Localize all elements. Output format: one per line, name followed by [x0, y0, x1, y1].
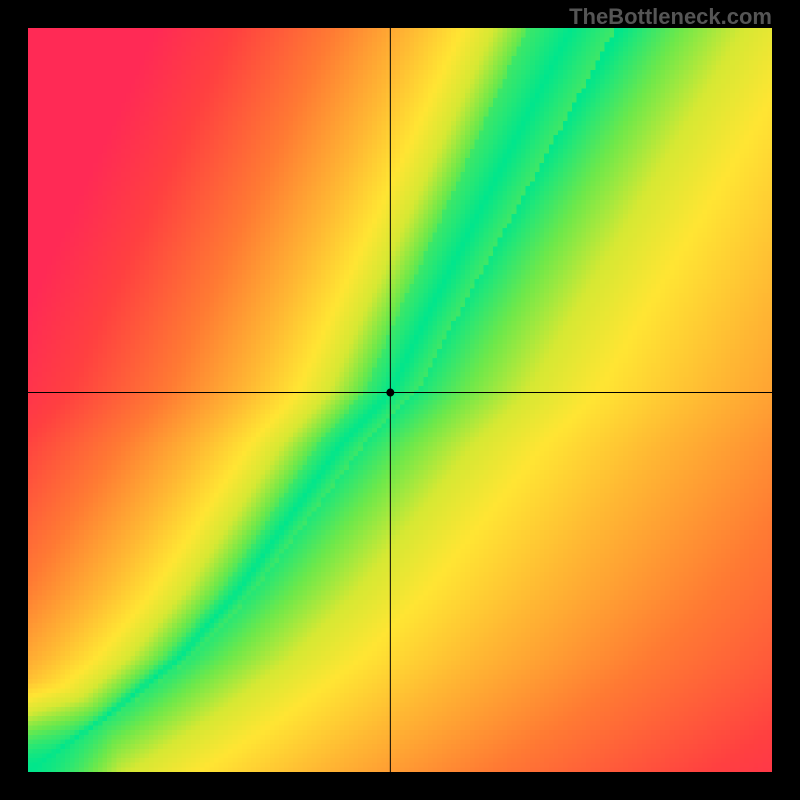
chart-container: TheBottleneck.com [0, 0, 800, 800]
watermark-text: TheBottleneck.com [569, 4, 772, 30]
bottleneck-heatmap [28, 28, 772, 772]
